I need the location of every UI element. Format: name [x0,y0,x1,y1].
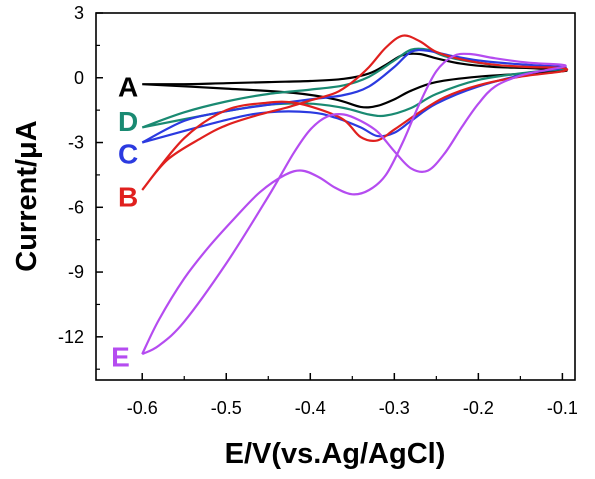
x-tick-label: -0.2 [463,398,494,418]
curve-label-b: B [118,182,138,213]
curve-label-a: A [118,71,138,102]
x-tick-label: -0.3 [379,398,410,418]
y-axis-title: Current/μA [11,120,43,272]
curve-label-d: D [118,106,138,137]
x-tick-label: -0.1 [547,398,578,418]
y-tick-label: 3 [74,3,84,23]
y-tick-label: -6 [68,197,84,217]
curve-label-c: C [118,138,138,169]
x-axis-title: E/V(vs.Ag/AgCl) [225,438,446,470]
y-tick-label: -12 [58,327,84,347]
curve-b [141,34,569,191]
x-tick-label: -0.5 [211,398,242,418]
x-tick-label: -0.6 [127,398,158,418]
curve-label-e: E [111,341,130,372]
plot-frame [95,12,576,381]
y-tick-label: -9 [68,262,84,282]
curves [141,34,569,356]
y-tick-label: 0 [74,68,84,88]
curve-e [141,52,567,356]
x-tick-label: -0.4 [295,398,326,418]
y-tick-label: -3 [68,133,84,153]
axis-ticks: -0.6 -0.5 -0.4 -0.3 -0.2 -0.1 3 0 -3 -6 -9 -12 [58,3,578,418]
